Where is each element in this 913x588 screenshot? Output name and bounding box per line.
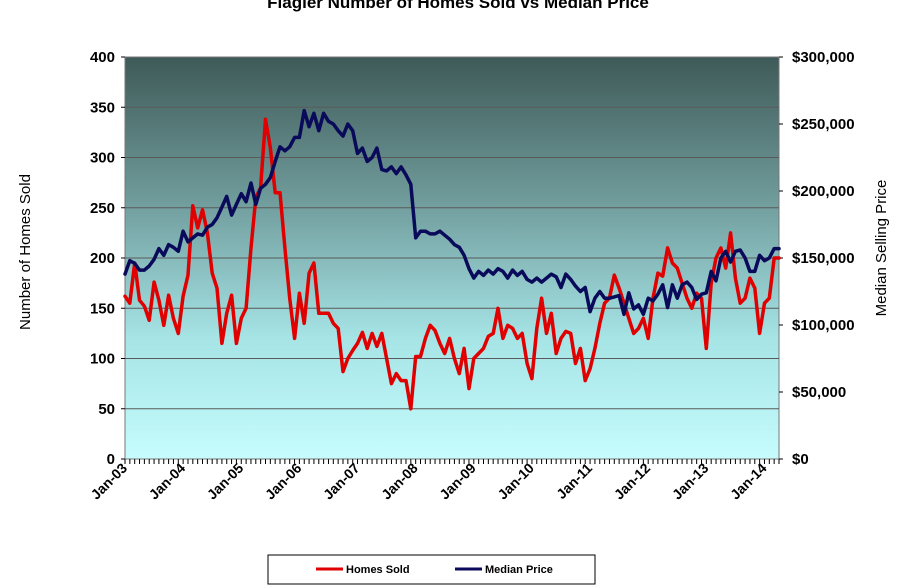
y-tick-label: 200 [90, 250, 115, 267]
x-tick-label: Jan-06 [262, 460, 305, 503]
left-axis: 0 50 100 150 200 250 300 350 400 [90, 49, 125, 468]
legend-label-median-price: Median Price [485, 564, 553, 576]
x-axis: Jan-03 Jan-04 Jan-05 Jan-06 Jan-07 Jan-08 Jan-… [87, 459, 780, 503]
legend: Homes Sold Median Price [267, 554, 596, 585]
x-tick-label: Jan-09 [436, 460, 479, 503]
x-tick-label: Jan-05 [204, 460, 247, 503]
series-median-price-line [123, 108, 781, 317]
x-tick-label: Jan-11 [553, 460, 595, 502]
y2-tick-label: $150,000 [792, 250, 855, 267]
x-tick-label: Jan-07 [320, 460, 363, 503]
y2-tick-label: $100,000 [792, 317, 855, 334]
y-tick-label: 150 [90, 300, 115, 317]
x-tick-label: Jan-12 [611, 460, 654, 503]
x-tick-label: Jan-13 [669, 460, 712, 503]
y2-tick-label: $300,000 [792, 49, 855, 66]
y2-tick-label: $50,000 [792, 384, 846, 401]
y-tick-label: 350 [90, 99, 115, 116]
y-tick-label: 0 [107, 451, 115, 468]
x-tick-label: Jan-04 [146, 460, 189, 503]
y2-tick-label: $250,000 [792, 116, 855, 133]
y-tick-label: 400 [90, 49, 115, 66]
x-tick-label: Jan-08 [378, 460, 421, 503]
y2-tick-label: $0 [792, 451, 809, 468]
x-tick-label: Jan-10 [494, 460, 537, 503]
y2-tick-label: $200,000 [792, 183, 855, 200]
y-axis-title: Number of Homes Sold [17, 174, 34, 330]
y-tick-label: 300 [90, 150, 115, 167]
y-tick-label: 50 [98, 401, 115, 418]
y-tick-label: 100 [90, 351, 115, 368]
y-tick-label: 250 [90, 200, 115, 217]
legend-label-homes-sold: Homes Sold [346, 564, 410, 576]
right-axis: $0 $50,000 $100,000 $150,000 $200,000 $250,00… [779, 49, 855, 468]
series-homes-sold-line [123, 117, 781, 411]
y2-axis-title: Median Selling Price [873, 180, 890, 317]
x-tick-label: Jan-14 [727, 460, 770, 503]
series-lines [123, 108, 781, 411]
chart-title: Flagler Number of Homes Sold vs Median P… [267, 0, 649, 12]
